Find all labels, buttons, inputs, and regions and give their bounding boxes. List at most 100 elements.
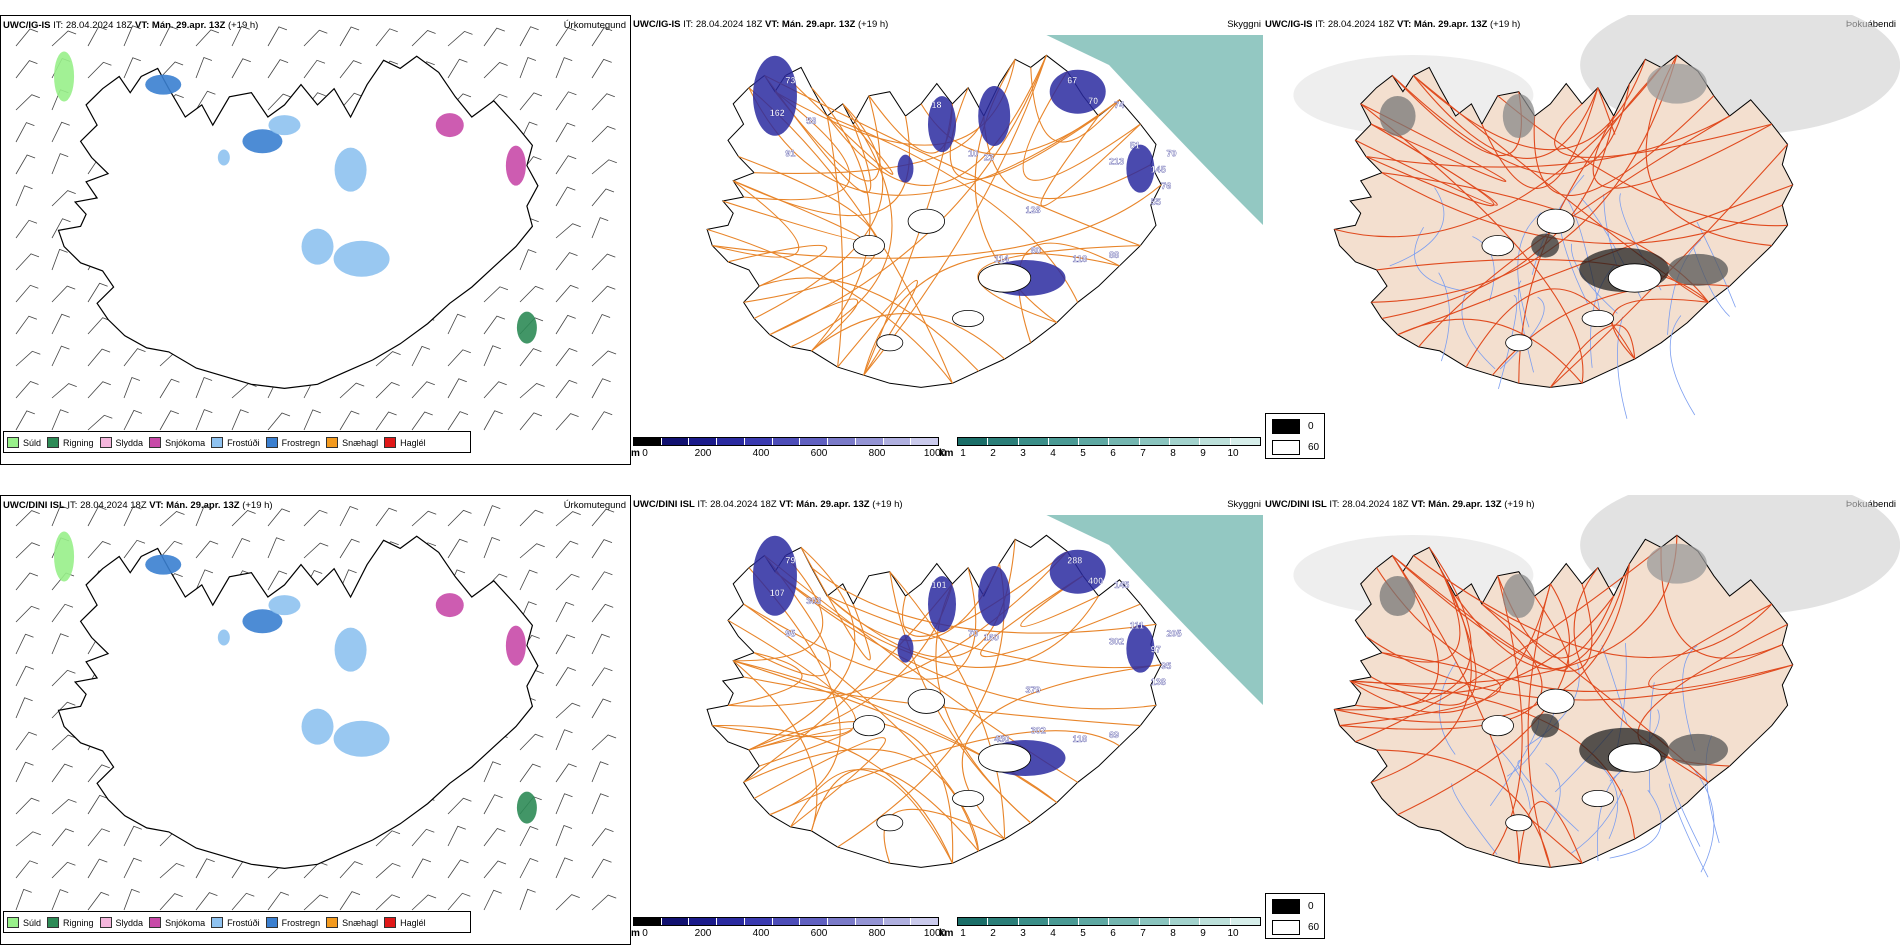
legend-label: Snæhagl [342, 917, 379, 928]
product-name: Þokuábendi [1845, 19, 1896, 30]
ceiling-value-label: 128 [1026, 205, 1041, 215]
precip-area [333, 720, 390, 757]
road [1371, 55, 1678, 303]
road [826, 595, 1162, 669]
scale-step [634, 918, 662, 925]
legend-item: Snæhagl [326, 437, 378, 448]
title-vt-value: Mán. 29.apr. 13Z [1413, 19, 1490, 30]
road [790, 103, 893, 348]
wind-barb [591, 411, 613, 431]
title-model: UWC/IG-IS [3, 20, 51, 31]
scale-step [1079, 918, 1110, 925]
legend-item: Frostúði [211, 917, 260, 928]
wind-barb [51, 190, 76, 207]
wind-barb [159, 61, 184, 79]
wind-barb [15, 697, 33, 719]
wind-barb [519, 569, 538, 591]
wind-barb [591, 667, 613, 687]
river [1663, 753, 1701, 847]
wind-barb [15, 542, 40, 559]
title-it-label: IT: [680, 19, 696, 30]
wind-barb [483, 286, 509, 303]
ceiling-value-label: 302 [1109, 637, 1124, 647]
ceiling-value-label: 70 [968, 629, 978, 639]
wind-barb [411, 828, 435, 847]
wind-barb [555, 186, 576, 207]
scale-step [1109, 438, 1140, 445]
wind-barb [339, 382, 365, 399]
scale-step [883, 918, 912, 925]
legend-label: Súld [23, 917, 42, 928]
height-unit: m [631, 448, 640, 459]
wind-barb [15, 154, 36, 175]
ceiling-panel-row2: UWC/DINI ISL IT: 28.04.2024 18Z VT: Mán.… [631, 495, 1263, 945]
fog-legend-value: 60 [1308, 922, 1320, 933]
wind-barb [195, 892, 218, 911]
tick-label: 8 [1170, 448, 1176, 459]
wind-barb [15, 28, 39, 47]
ceiling-value-label: 80 [1031, 246, 1041, 256]
ceiling-value-label: 51 [1130, 140, 1140, 150]
low-ceiling-area [1126, 144, 1155, 193]
fog-legend-swatch [1272, 419, 1300, 434]
ceiling-value-label: 88 [1109, 250, 1119, 260]
low-ceiling-area [752, 535, 797, 616]
wind-barb [555, 252, 578, 271]
wind-barb [123, 409, 143, 431]
wind-barb [555, 729, 573, 751]
wind-barb [591, 571, 613, 591]
tick-label: 10 [1227, 928, 1239, 939]
panel-title: UWC/IG-IS IT: 28.04.2024 18Z VT: Mán. 29… [3, 20, 258, 31]
wind-barb [591, 734, 617, 751]
glacier [1607, 263, 1662, 293]
ceiling-value-label: 379 [1026, 685, 1041, 695]
scale-step [1139, 918, 1171, 925]
scale-step [958, 918, 989, 925]
tick-label: 5 [1080, 448, 1086, 459]
legend-label: Rigning [63, 437, 94, 448]
wind-barb [555, 540, 579, 559]
road [1497, 95, 1788, 227]
wind-barb [195, 858, 215, 879]
wind-barb [555, 91, 577, 111]
tick-label: 2 [990, 448, 996, 459]
legend-swatch [326, 437, 339, 448]
wind-barb [87, 414, 113, 431]
road [1611, 298, 1709, 360]
wind-barb [375, 862, 401, 879]
wind-barb [483, 381, 507, 399]
glacier [852, 235, 885, 257]
road [785, 75, 894, 175]
tick-label: 10 [1227, 448, 1239, 459]
title-vt-label: VT: [149, 500, 167, 511]
wind-barb [519, 858, 539, 879]
panel-title: UWC/IG-IS IT: 28.04.2024 18Z VT: Mán. 29… [633, 19, 888, 30]
glacier [1481, 235, 1514, 257]
legend-label: Frostúði [227, 917, 260, 928]
ceiling-value-label: 101 [932, 580, 947, 590]
wind-barb [447, 538, 468, 559]
fog-legend-swatch [1272, 920, 1300, 935]
wind-barb [51, 248, 68, 271]
legend-item: Slydda [99, 437, 143, 448]
product-name: Úrkomutegund [563, 20, 626, 31]
wind-barb [267, 570, 288, 591]
wind-barb [15, 410, 35, 431]
wind-barb [555, 348, 578, 367]
wind-barb [591, 603, 614, 623]
wind-barb [15, 797, 40, 815]
wind-barb [555, 702, 581, 719]
wind-barb [15, 633, 34, 655]
title-model: UWC/IG-IS [1265, 19, 1313, 30]
iceland-map [15, 505, 617, 911]
road [748, 720, 954, 864]
tick-label: 600 [810, 448, 828, 459]
tick-label: 4 [1050, 448, 1056, 459]
precip-area [333, 240, 390, 277]
title-it-value: 28.04.2024 18Z [695, 19, 766, 30]
wind-barb [15, 381, 39, 399]
low-ceiling-area [1049, 69, 1106, 114]
legend-swatch [384, 437, 397, 448]
wind-barb [267, 508, 291, 527]
ceiling-value-label: 79 [785, 556, 795, 566]
